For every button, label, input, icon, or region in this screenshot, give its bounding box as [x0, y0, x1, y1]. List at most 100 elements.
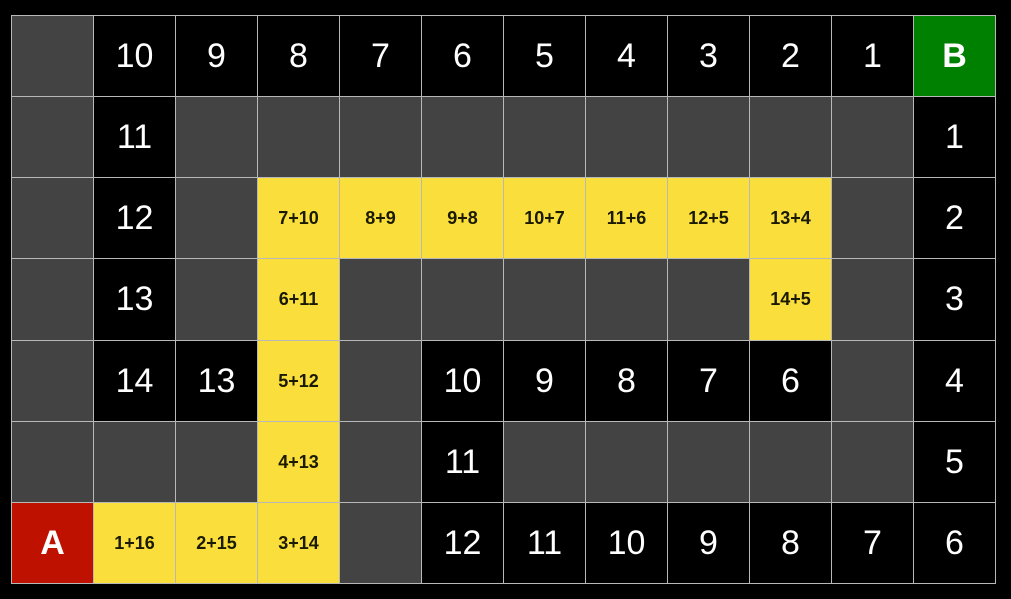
path-cell[interactable]: 5 [914, 421, 995, 502]
path-cell[interactable]: 6 [422, 16, 503, 97]
grid-row: A 1+16 2+15 3+14 12 11 10 9 8 7 6 [12, 502, 995, 583]
sum-cell[interactable]: 14+5 [750, 259, 831, 340]
cell-label: 2+15 [196, 532, 237, 553]
cell-label: 11 [444, 442, 481, 481]
empty-cell[interactable] [94, 421, 175, 502]
empty-cell[interactable] [750, 421, 831, 502]
sum-cell[interactable]: 8+9 [340, 178, 421, 259]
path-cell[interactable]: 4 [914, 340, 995, 421]
sum-cell[interactable]: 10+7 [504, 178, 585, 259]
path-cell[interactable]: 6 [750, 340, 831, 421]
empty-cell[interactable] [832, 259, 913, 340]
empty-cell[interactable] [12, 340, 93, 421]
path-cell[interactable]: 14 [94, 340, 175, 421]
empty-cell[interactable] [12, 259, 93, 340]
empty-cell[interactable] [668, 97, 749, 178]
cell-label: 1 [945, 118, 964, 157]
path-cell[interactable]: 11 [94, 97, 175, 178]
path-cell[interactable]: 7 [832, 502, 913, 583]
path-cell[interactable]: 10 [586, 502, 667, 583]
path-cell[interactable]: 9 [504, 340, 585, 421]
path-cell[interactable]: 9 [668, 502, 749, 583]
cell-label: 7 [863, 523, 882, 562]
path-cell[interactable]: 1 [832, 16, 913, 97]
path-cell[interactable]: 10 [422, 340, 503, 421]
empty-cell[interactable] [504, 259, 585, 340]
cell-label: 11+6 [606, 208, 647, 229]
empty-cell[interactable] [176, 97, 257, 178]
empty-cell[interactable] [586, 259, 667, 340]
empty-cell[interactable] [586, 421, 667, 502]
cell-label: 11 [116, 118, 153, 157]
sum-cell[interactable]: 1+16 [94, 502, 175, 583]
path-cell[interactable]: 3 [668, 16, 749, 97]
empty-cell[interactable] [832, 178, 913, 259]
path-cell[interactable]: 12 [422, 502, 503, 583]
sum-cell[interactable]: 5+12 [258, 340, 339, 421]
empty-cell[interactable] [668, 259, 749, 340]
path-cell[interactable]: 8 [750, 502, 831, 583]
empty-cell[interactable] [422, 97, 503, 178]
empty-cell[interactable] [258, 97, 339, 178]
empty-cell[interactable] [832, 421, 913, 502]
empty-cell[interactable] [504, 97, 585, 178]
path-cell[interactable]: 5 [504, 16, 585, 97]
grid-row: 14 13 5+12 10 9 8 7 6 4 [12, 340, 995, 421]
path-cell[interactable]: 12 [94, 178, 175, 259]
sum-cell[interactable]: 13+4 [750, 178, 831, 259]
sum-cell[interactable]: 4+13 [258, 421, 339, 502]
sum-cell[interactable]: 2+15 [176, 502, 257, 583]
path-cell[interactable]: 2 [750, 16, 831, 97]
goal-cell[interactable]: B [914, 16, 995, 97]
empty-cell[interactable] [340, 340, 421, 421]
sum-cell[interactable]: 11+6 [586, 178, 667, 259]
empty-cell[interactable] [668, 421, 749, 502]
empty-cell[interactable] [176, 259, 257, 340]
empty-cell[interactable] [12, 421, 93, 502]
path-cell[interactable]: 9 [176, 16, 257, 97]
empty-cell[interactable] [504, 421, 585, 502]
empty-cell[interactable] [340, 259, 421, 340]
path-cell[interactable]: 2 [914, 178, 995, 259]
sum-cell[interactable]: 9+8 [422, 178, 503, 259]
path-cell[interactable]: 13 [94, 259, 175, 340]
sum-cell[interactable]: 6+11 [258, 259, 339, 340]
empty-cell[interactable] [586, 97, 667, 178]
empty-cell[interactable] [750, 97, 831, 178]
cell-label: A [40, 523, 65, 562]
path-cell[interactable]: 4 [586, 16, 667, 97]
path-cell[interactable]: 10 [94, 16, 175, 97]
sum-cell[interactable]: 7+10 [258, 178, 339, 259]
empty-cell[interactable] [12, 97, 93, 178]
cell-label: 10+7 [524, 208, 565, 229]
start-cell[interactable]: A [12, 502, 93, 583]
path-cell[interactable]: 7 [340, 16, 421, 97]
path-cell[interactable]: 1 [914, 97, 995, 178]
cell-label: 1+16 [114, 532, 155, 553]
path-cell[interactable]: 8 [586, 340, 667, 421]
empty-cell[interactable] [176, 421, 257, 502]
cell-label: 11 [526, 523, 563, 562]
path-grid: 10 9 8 7 6 5 4 3 2 1 B 11 1 12 7+10 8+9 9+8 10+7 11+6 12+5 1… [11, 15, 996, 584]
empty-cell[interactable] [422, 259, 503, 340]
empty-cell[interactable] [12, 178, 93, 259]
path-cell[interactable]: 8 [258, 16, 339, 97]
path-cell[interactable]: 11 [504, 502, 585, 583]
empty-cell[interactable] [12, 16, 93, 97]
empty-cell[interactable] [340, 421, 421, 502]
sum-cell[interactable]: 12+5 [668, 178, 749, 259]
cell-label: 10 [115, 37, 154, 76]
path-cell[interactable]: 7 [668, 340, 749, 421]
empty-cell[interactable] [340, 502, 421, 583]
empty-cell[interactable] [832, 340, 913, 421]
empty-cell[interactable] [832, 97, 913, 178]
empty-cell[interactable] [340, 97, 421, 178]
empty-cell[interactable] [176, 178, 257, 259]
cell-label: 9 [207, 37, 226, 76]
path-cell[interactable]: 13 [176, 340, 257, 421]
path-cell[interactable]: 6 [914, 502, 995, 583]
path-cell[interactable]: 3 [914, 259, 995, 340]
sum-cell[interactable]: 3+14 [258, 502, 339, 583]
path-cell[interactable]: 11 [422, 421, 503, 502]
cell-label: 6+11 [278, 289, 319, 310]
